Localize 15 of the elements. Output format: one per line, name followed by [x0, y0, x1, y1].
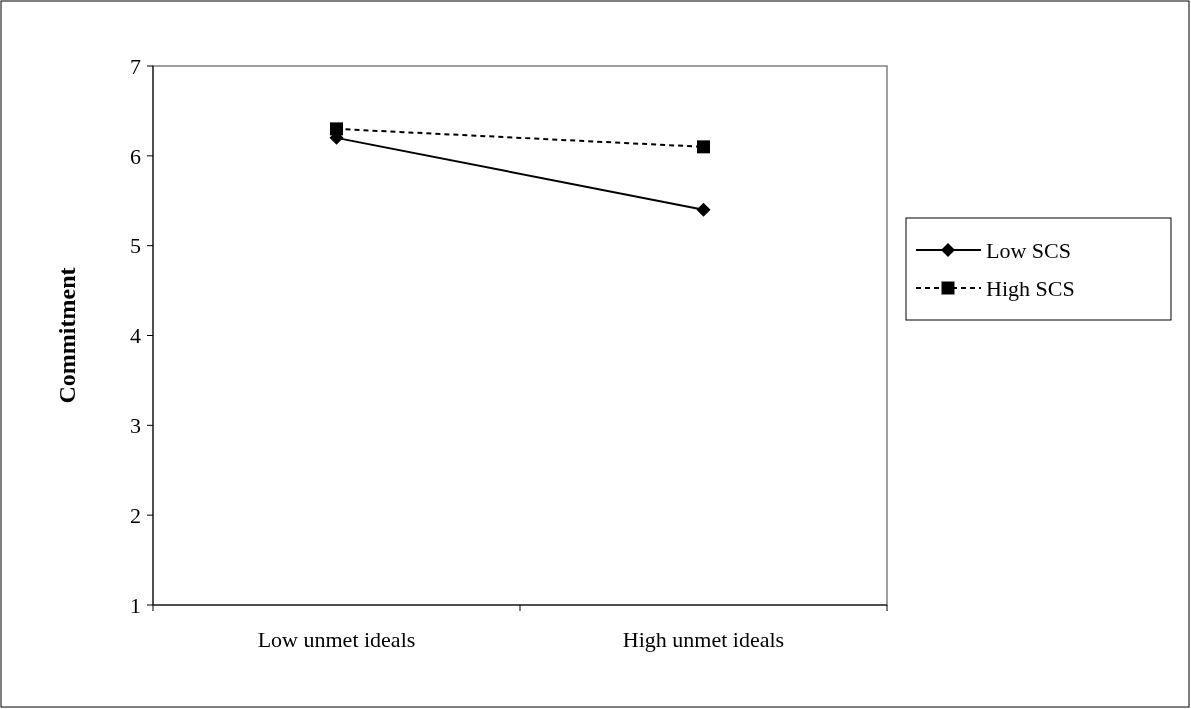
legend-label: High SCS [986, 275, 1075, 301]
y-tick-label: 5 [130, 233, 141, 259]
y-tick-label: 7 [130, 53, 141, 79]
point [697, 140, 710, 154]
point [330, 122, 343, 136]
y-tick-label: 4 [130, 323, 141, 349]
point [696, 202, 711, 217]
x-tick-label: High unmet ideals [622, 627, 785, 652]
x-tick-label: Low unmet ideals [257, 627, 416, 652]
legend-label: Low SCS [986, 237, 1071, 263]
y-tick-label: 3 [130, 413, 141, 439]
y-tick-label: 1 [130, 592, 141, 618]
y-tick-label: 2 [130, 502, 141, 528]
y-axis-title: Commitment [54, 267, 80, 404]
y-tick-label: 6 [130, 143, 141, 169]
